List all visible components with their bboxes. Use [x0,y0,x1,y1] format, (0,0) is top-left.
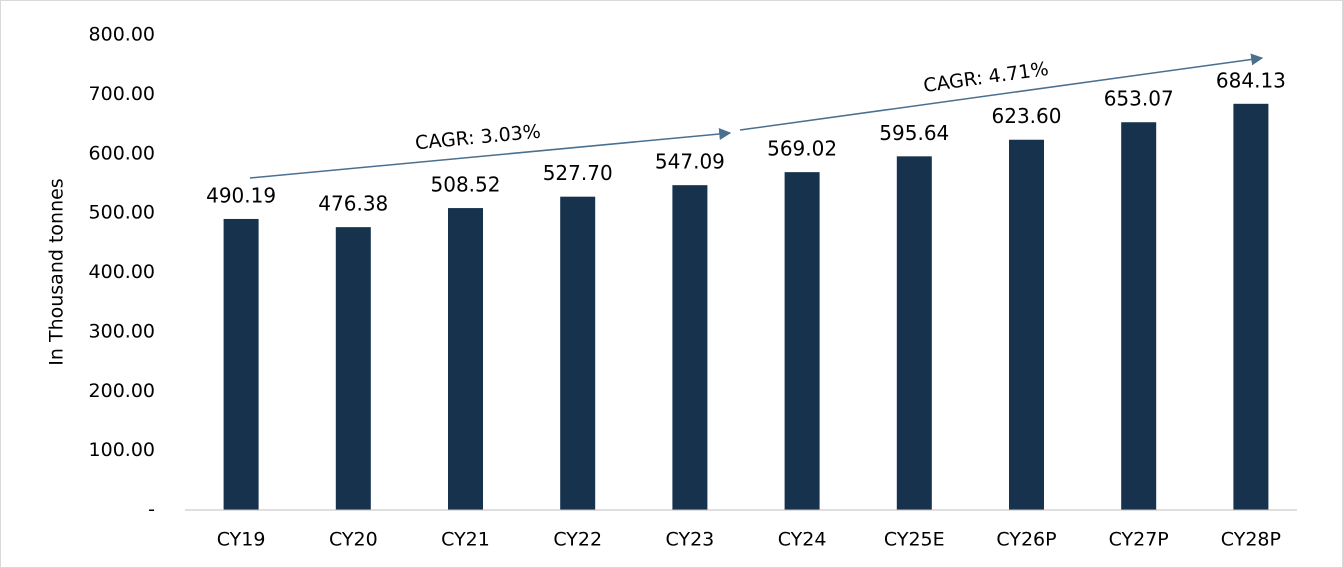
data-label: 653.07 [1104,87,1174,111]
cagr-arrow [249,128,732,179]
data-label: 684.13 [1216,68,1286,92]
data-label: 490.19 [206,183,276,207]
y-tick-label: 200.00 [89,380,155,402]
x-tick-label: CY23 [666,529,715,551]
y-tick-label: 600.00 [89,142,155,164]
annotation: CAGR: 3.03% [414,121,542,155]
y-tick-label: 700.00 [89,83,155,105]
data-label: 595.64 [879,121,949,145]
bar [1009,139,1044,511]
x-tick-label: CY19 [217,529,266,551]
data-label: 623.60 [992,104,1062,128]
bar [896,156,932,510]
data-label: 508.52 [431,173,501,197]
bar [1233,103,1269,510]
y-tick-label: 400.00 [89,261,155,283]
data-label: 476.38 [318,192,388,216]
data-label: 547.09 [655,150,725,174]
x-tick-label: CY22 [553,529,602,551]
y-tick-label: 500.00 [89,202,155,224]
y-axis-label: In Thousand tonnes [46,178,68,365]
y-tick-label: 300.00 [89,320,155,342]
x-tick-label: CY26P [996,529,1056,551]
bar [672,185,708,510]
cagr-arrow [739,53,1264,131]
bar [560,196,596,510]
y-tick-label: 100.00 [89,439,155,461]
bar [448,208,483,510]
data-label: 527.70 [543,161,613,185]
x-tick-label: CY27P [1109,529,1169,551]
x-tick-label: CY25E [884,529,945,551]
y-tick-label: - [148,499,155,521]
x-tick-label: CY20 [329,529,378,551]
x-tick-label: CY24 [778,529,827,551]
bar [784,172,820,510]
bar [1121,122,1157,510]
bar [223,218,259,510]
bar [335,227,371,511]
y-tick-label: 800.00 [89,24,155,46]
annotation: CAGR: 4.71% [922,58,1050,97]
data-label: 569.02 [767,137,837,161]
x-tick-label: CY21 [441,529,490,551]
x-tick-label: CY28P [1221,529,1281,551]
